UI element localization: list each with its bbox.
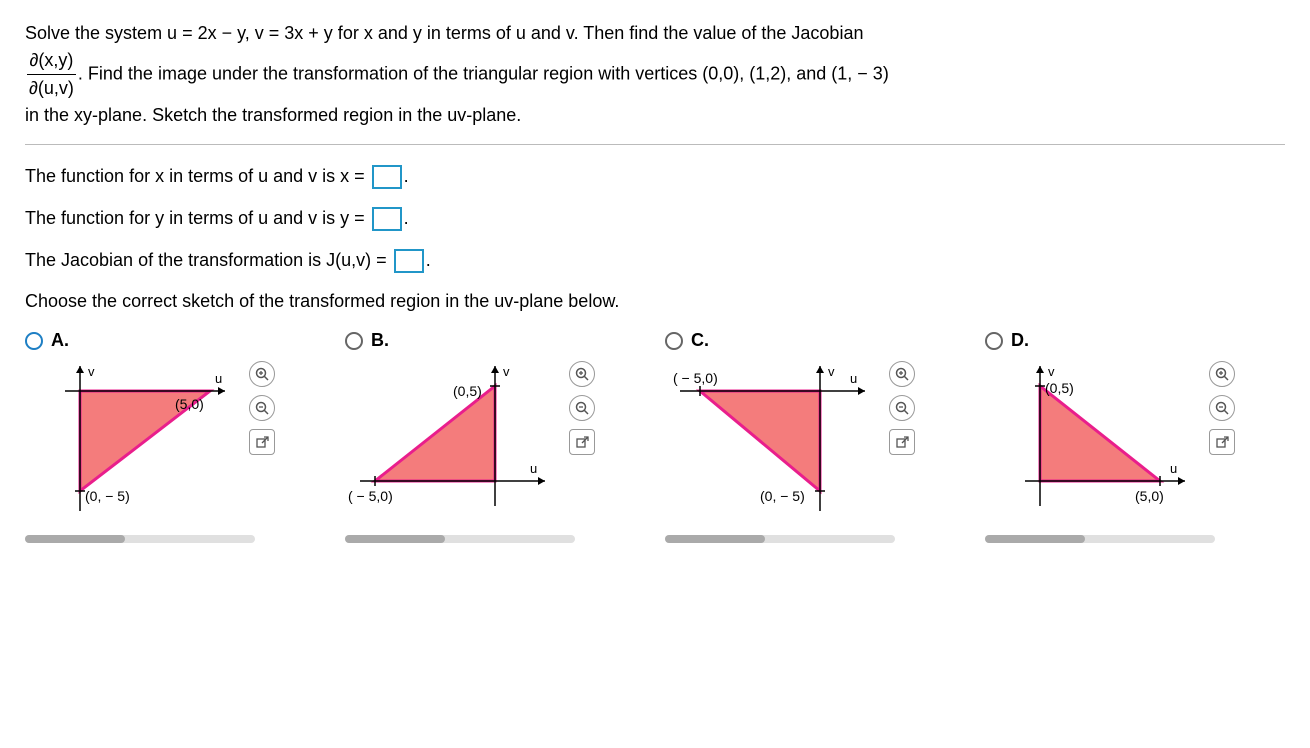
pt-d1: (0,5)	[1045, 380, 1074, 396]
u-label-c: u	[850, 371, 857, 386]
pt-a1: (5,0)	[175, 396, 204, 412]
pt-b1: (0,5)	[453, 383, 482, 399]
scrollbar-d[interactable]	[985, 535, 1215, 543]
v-label-a: v	[88, 364, 95, 379]
zoom-out-d[interactable]	[1209, 395, 1235, 421]
option-a: A. v u (5,0) (0, − 5)	[25, 330, 325, 531]
label-a: A.	[51, 330, 69, 351]
pt-c1: ( − 5,0)	[673, 370, 718, 386]
zoom-in-a[interactable]	[249, 361, 275, 387]
pt-b2: ( − 5,0)	[348, 488, 393, 504]
problem-statement: Solve the system u = 2x − y, v = 3x + y …	[25, 20, 1285, 129]
u-label-b: u	[530, 461, 537, 476]
label-d: D.	[1011, 330, 1029, 351]
scrollbar-c[interactable]	[665, 535, 895, 543]
radio-d[interactable]	[985, 332, 1003, 350]
answer-x-line: The function for x in terms of u and v i…	[25, 165, 1285, 189]
chart-c: v u ( − 5,0) (0, − 5)	[665, 361, 915, 531]
frac-numerator: ∂(x,y)	[27, 47, 76, 75]
option-d: D. v u (0,5) (5,0)	[985, 330, 1285, 531]
options-container: A. v u (5,0) (0, − 5)	[25, 330, 1285, 531]
zoom-in-b[interactable]	[569, 361, 595, 387]
chart-a: v u (5,0) (0, − 5)	[25, 361, 275, 531]
open-d[interactable]	[1209, 429, 1235, 455]
v-label-b: v	[503, 364, 510, 379]
label-c: C.	[691, 330, 709, 351]
chart-b: v u (0,5) ( − 5,0)	[345, 361, 595, 531]
label-b: B.	[371, 330, 389, 351]
pt-d2: (5,0)	[1135, 488, 1164, 504]
scrollbar-b[interactable]	[345, 535, 575, 543]
open-c[interactable]	[889, 429, 915, 455]
chart-d: v u (0,5) (5,0)	[985, 361, 1235, 531]
open-b[interactable]	[569, 429, 595, 455]
v-label-d: v	[1048, 364, 1055, 379]
radio-c[interactable]	[665, 332, 683, 350]
zoom-out-a[interactable]	[249, 395, 275, 421]
v-label-c: v	[828, 364, 835, 379]
jacobian-input[interactable]	[394, 249, 424, 273]
answer-y-line: The function for y in terms of u and v i…	[25, 207, 1285, 231]
scrollbar-a[interactable]	[25, 535, 255, 543]
pt-a2: (0, − 5)	[85, 488, 130, 504]
open-a[interactable]	[249, 429, 275, 455]
problem-line1: Solve the system u = 2x − y, v = 3x + y …	[25, 23, 863, 43]
triangle-c	[700, 391, 820, 491]
choose-prompt: Choose the correct sketch of the transfo…	[25, 291, 1285, 312]
zoom-out-c[interactable]	[889, 395, 915, 421]
section-divider	[25, 144, 1285, 145]
u-label-a: u	[215, 371, 222, 386]
radio-a[interactable]	[25, 332, 43, 350]
problem-line3: in the xy-plane. Sketch the transformed …	[25, 105, 521, 125]
problem-line2: . Find the image under the transformatio…	[78, 63, 889, 83]
option-c: C. v u ( − 5,0) (0, − 5)	[665, 330, 965, 531]
u-label-d: u	[1170, 461, 1177, 476]
x-input[interactable]	[372, 165, 402, 189]
jacobian-fraction: ∂(x,y) ∂(u,v)	[27, 47, 76, 102]
zoom-out-b[interactable]	[569, 395, 595, 421]
radio-b[interactable]	[345, 332, 363, 350]
option-b: B. v u (0,5) ( − 5,0)	[345, 330, 645, 531]
frac-denominator: ∂(u,v)	[27, 75, 76, 102]
zoom-in-d[interactable]	[1209, 361, 1235, 387]
answer-j-line: The Jacobian of the transformation is J(…	[25, 249, 1285, 273]
triangle-d	[1040, 386, 1160, 481]
y-input[interactable]	[372, 207, 402, 231]
zoom-in-c[interactable]	[889, 361, 915, 387]
triangle-b	[375, 386, 495, 481]
pt-c2: (0, − 5)	[760, 488, 805, 504]
